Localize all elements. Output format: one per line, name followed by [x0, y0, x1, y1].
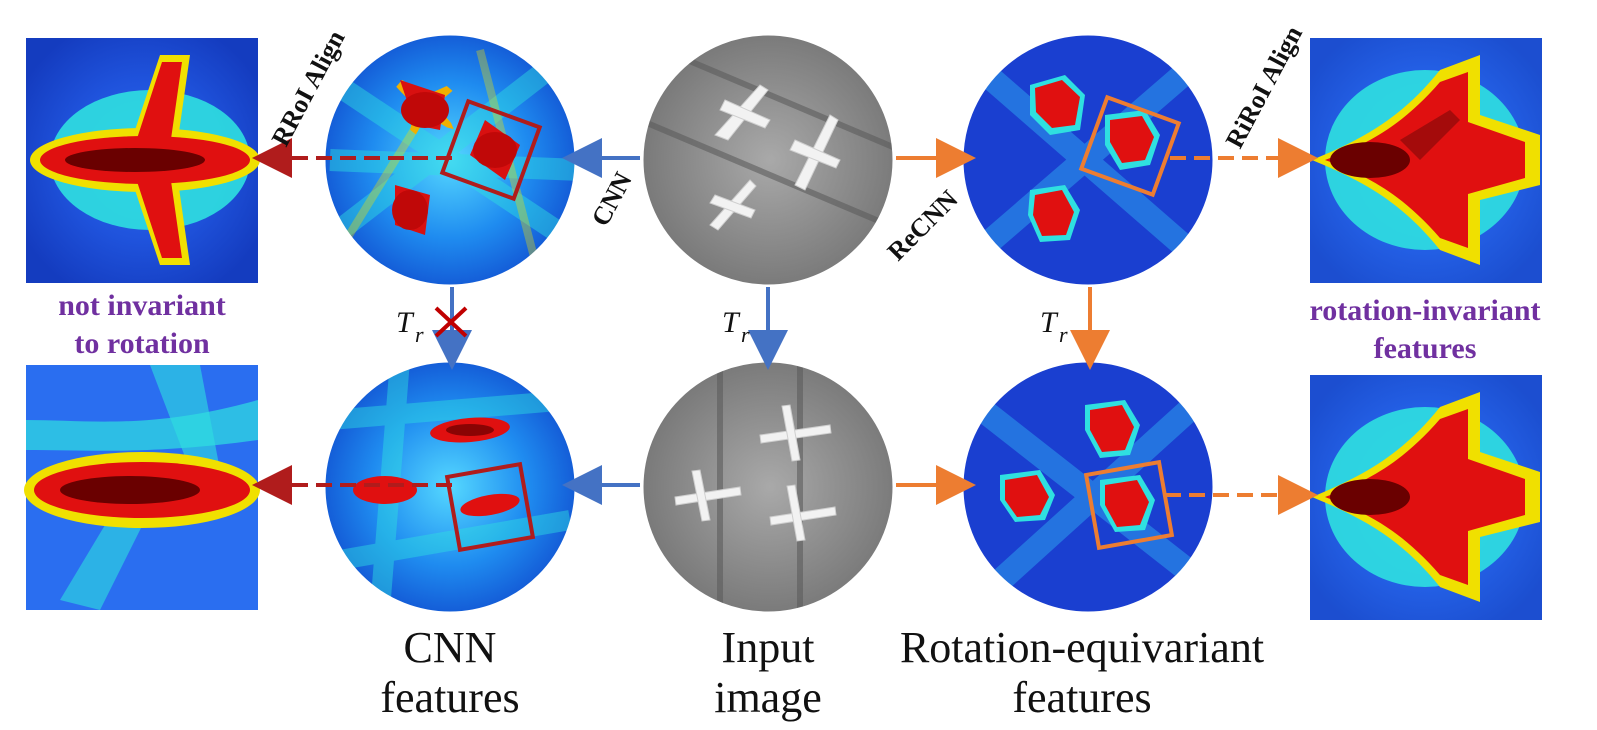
heatmap-crop-top-left: [26, 38, 260, 283]
caption-cnn-line1: CNN: [404, 623, 497, 672]
svg-text:T: T: [1040, 306, 1059, 339]
cross-mark-icon: [434, 306, 468, 338]
input-image-top: [643, 35, 893, 285]
svg-text:T: T: [396, 306, 415, 339]
cnn-arrow-label: CNN: [586, 167, 638, 231]
rroi-box-bottom: [444, 461, 536, 553]
heatmap-crop-top-right: [1310, 38, 1542, 283]
recnn-arrow-label: ReCNN: [882, 184, 964, 266]
input-image-bottom: [643, 362, 893, 612]
invariant-label-line2: features: [1374, 332, 1477, 365]
tr-label-input: T r: [722, 306, 750, 347]
svg-text:r: r: [1059, 322, 1068, 347]
svg-text:r: r: [415, 322, 424, 347]
caption-requi-line1: Rotation-equivariant: [900, 623, 1264, 672]
caption-cnn-line2: features: [380, 673, 519, 722]
riroi-align-label: RiRoI Align: [1220, 21, 1309, 153]
recnn-feature-map-bottom: [963, 362, 1213, 612]
heatmap-crop-bottom-right: [1310, 375, 1542, 620]
not-invariant-label-line2: to rotation: [74, 327, 210, 360]
heatmap-crop-bottom-left: [24, 365, 260, 610]
tr-label-recnn: T r: [1040, 306, 1068, 347]
caption-input-line2: image: [714, 673, 822, 722]
riroi-box-bottom: [1083, 459, 1175, 551]
svg-text:T: T: [722, 306, 741, 339]
not-invariant-label-line1: not invariant: [58, 289, 226, 322]
caption-requi-line2: features: [1012, 673, 1151, 722]
svg-text:r: r: [741, 322, 750, 347]
tr-label-cnn: T r: [396, 306, 424, 347]
rroi-box-top: [439, 98, 543, 202]
caption-input-line1: Input: [722, 623, 815, 672]
invariant-label-line1: rotation-invariant: [1309, 294, 1540, 327]
riroi-box-top: [1078, 94, 1182, 198]
